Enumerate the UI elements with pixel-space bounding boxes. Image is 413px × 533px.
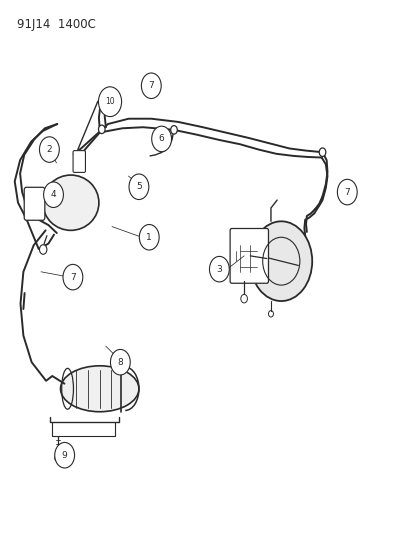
Circle shape	[240, 294, 247, 303]
Circle shape	[39, 137, 59, 163]
Text: 7: 7	[70, 273, 76, 281]
Circle shape	[151, 126, 171, 152]
Text: 91J14  1400C: 91J14 1400C	[17, 18, 96, 31]
Text: 7: 7	[148, 81, 154, 90]
FancyBboxPatch shape	[24, 187, 45, 220]
Circle shape	[129, 174, 148, 199]
Text: 2: 2	[46, 145, 52, 154]
Text: 3: 3	[216, 265, 222, 273]
Text: 1: 1	[146, 233, 152, 242]
Circle shape	[250, 221, 311, 301]
Circle shape	[110, 350, 130, 375]
Circle shape	[337, 179, 356, 205]
Circle shape	[141, 73, 161, 99]
Text: 6: 6	[158, 134, 164, 143]
Circle shape	[170, 126, 177, 134]
FancyBboxPatch shape	[230, 229, 268, 283]
Circle shape	[98, 125, 105, 134]
Text: 9: 9	[62, 451, 67, 460]
Text: 7: 7	[344, 188, 349, 197]
Circle shape	[139, 224, 159, 250]
Ellipse shape	[43, 175, 99, 230]
Circle shape	[39, 245, 47, 254]
Text: 5: 5	[136, 182, 141, 191]
Ellipse shape	[60, 366, 139, 411]
Circle shape	[55, 454, 60, 462]
Circle shape	[318, 148, 325, 157]
Circle shape	[209, 256, 229, 282]
Circle shape	[55, 442, 74, 468]
FancyBboxPatch shape	[73, 151, 85, 172]
Circle shape	[98, 87, 121, 117]
Text: 4: 4	[50, 190, 56, 199]
Circle shape	[43, 182, 63, 207]
Text: 10: 10	[105, 97, 114, 106]
Circle shape	[63, 264, 83, 290]
Text: 8: 8	[117, 358, 123, 367]
